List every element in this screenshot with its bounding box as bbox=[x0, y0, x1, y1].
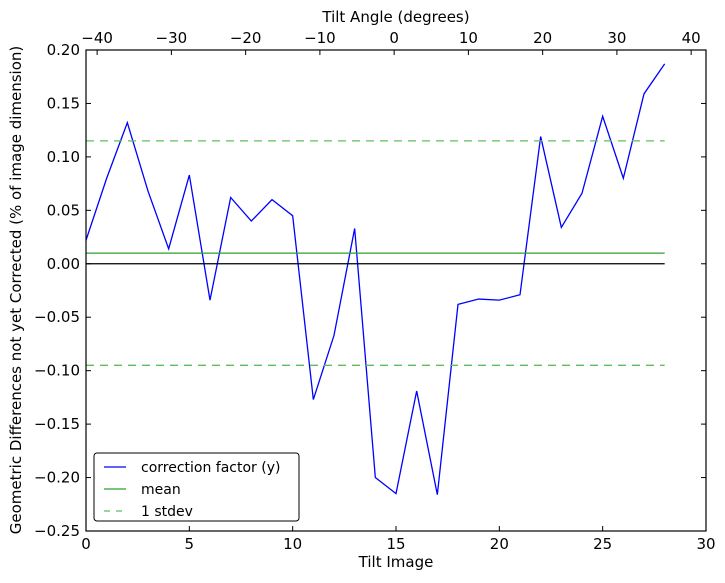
axes: 0 5 10 15 20 25 30 −0.25 −0.20 −0.15 −0.10 −0.05 0.0… bbox=[34, 29, 716, 553]
y-tick-label: −0.25 bbox=[34, 522, 80, 540]
y-tick-label: 0.00 bbox=[47, 255, 80, 273]
y-tick-label: 0.15 bbox=[47, 94, 80, 112]
top-x-tick-label: −10 bbox=[304, 29, 336, 47]
y-tick-label: −0.10 bbox=[34, 362, 80, 380]
y-axis-label: Geometric Differences not yet Corrected … bbox=[7, 46, 25, 535]
legend: correction factor (y) mean 1 stdev bbox=[93, 452, 300, 522]
top-x-tick-label: −30 bbox=[156, 29, 188, 47]
legend-label: correction factor (y) bbox=[141, 460, 280, 476]
top-x-axis-label: Tilt Angle (degrees) bbox=[321, 8, 469, 26]
y-tick-label: −0.15 bbox=[34, 415, 80, 433]
series-line-correction-factor-y- bbox=[85, 63, 666, 495]
legend-label: mean bbox=[141, 482, 181, 498]
x-axis-label: Tilt Image bbox=[358, 553, 434, 571]
x-tick-label: 25 bbox=[593, 535, 612, 553]
top-x-tick-label: 0 bbox=[389, 29, 399, 47]
top-x-tick-label: 30 bbox=[607, 29, 626, 47]
y-tick-label: 0.10 bbox=[47, 148, 80, 166]
x-tick-label: 20 bbox=[490, 535, 509, 553]
legend-frame bbox=[93, 452, 300, 522]
x-tick-label: 0 bbox=[81, 535, 91, 553]
y-tick-label: 0.20 bbox=[47, 41, 80, 59]
x-tick-label: 5 bbox=[185, 535, 195, 553]
top-x-tick-label: 10 bbox=[459, 29, 478, 47]
x-tick-label: 30 bbox=[696, 535, 715, 553]
top-x-tick-label: 40 bbox=[682, 29, 701, 47]
y-tick-label: 0.05 bbox=[47, 201, 80, 219]
legend-label: 1 stdev bbox=[141, 504, 193, 520]
x-tick-label: 15 bbox=[386, 535, 405, 553]
x-tick-label: 10 bbox=[283, 535, 302, 553]
top-x-tick-label: −40 bbox=[81, 29, 113, 47]
top-x-tick-label: 20 bbox=[533, 29, 552, 47]
top-x-tick-label: −20 bbox=[230, 29, 262, 47]
y-tick-label: −0.20 bbox=[34, 469, 80, 487]
plot-marks bbox=[85, 63, 666, 495]
y-tick-label: −0.05 bbox=[34, 308, 80, 326]
